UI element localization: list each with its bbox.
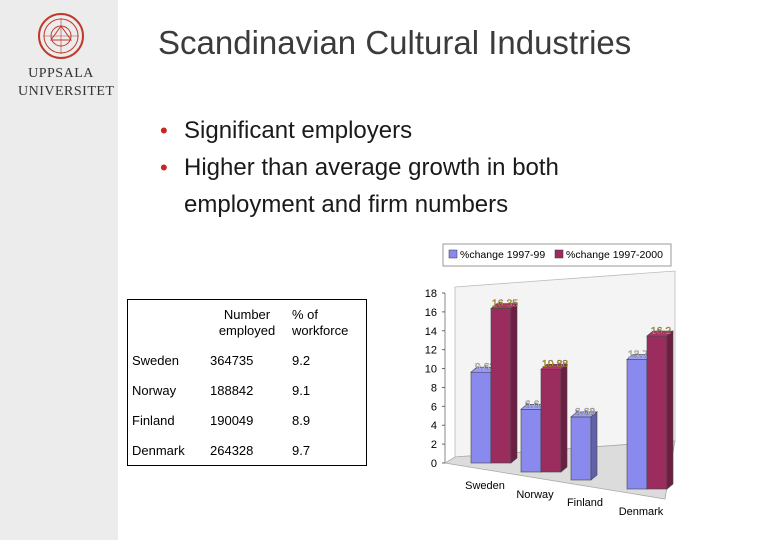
x-category-label: Sweden — [465, 480, 505, 492]
bullet-item: Higher than average growth in both emplo… — [160, 149, 680, 223]
table-cell: 364735 — [210, 352, 254, 368]
y-tick-label: 14 — [425, 326, 437, 338]
y-tick-label: 10 — [425, 364, 437, 376]
table-row: Sweden 364735 9.2 — [128, 345, 367, 375]
bar-data-label: 9.62 — [475, 361, 496, 373]
bar-data-label: 10.88 — [542, 358, 568, 370]
table-row: Denmark 264328 9.7 — [128, 435, 367, 466]
bar — [490, 302, 518, 464]
y-tick-label: 6 — [431, 401, 437, 413]
x-category-label: Finland — [567, 497, 603, 509]
table-header-cell: Number employed — [218, 306, 276, 338]
bar-front — [626, 359, 648, 490]
bar-side — [510, 302, 518, 464]
y-tick-label: 0 — [431, 458, 437, 470]
x-category-label: Denmark — [619, 506, 664, 518]
table-header-cell: % of workforce — [292, 306, 349, 338]
bar-data-label: 6.64 — [525, 398, 546, 410]
logo-line-2: UNIVERSITET — [18, 84, 115, 99]
y-tick-label: 16 — [425, 307, 437, 319]
y-tick-label: 12 — [425, 345, 437, 357]
table-cell: 188842 — [210, 382, 254, 398]
bar-front — [520, 408, 542, 473]
bar-front — [470, 371, 492, 464]
y-tick-label: 18 — [425, 288, 437, 300]
logo-line-1: UPPSALA — [28, 66, 94, 81]
university-logo: UPPSALA UNIVERSITET — [18, 12, 115, 101]
table-cell: 190049 — [210, 412, 254, 428]
sidebar-panel — [0, 0, 118, 540]
y-tick-label: 2 — [431, 439, 437, 451]
bar-front — [540, 368, 562, 473]
bar-side — [666, 330, 674, 490]
table-cell: Denmark — [132, 442, 185, 458]
seal-icon — [38, 13, 84, 59]
bar — [570, 411, 598, 481]
bar-top — [646, 330, 674, 337]
bar-data-label: 16.35 — [492, 298, 518, 310]
table-row: Norway 188842 9.1 — [128, 375, 367, 405]
legend-swatch — [448, 249, 458, 259]
table-cell: 8.9 — [292, 412, 311, 428]
bar-side — [590, 411, 598, 481]
x-category-label: Norway — [516, 489, 554, 501]
table-header-cell — [128, 300, 207, 346]
employment-table: Number employed % of workforce Sweden 36… — [127, 299, 367, 466]
bullet-list: Significant employers Higher than averag… — [160, 112, 680, 223]
slide-title: Scandinavian Cultural Industries — [158, 24, 632, 61]
table-cell: 9.7 — [292, 442, 311, 458]
table-cell: 9.2 — [292, 352, 311, 368]
table-cell: Finland — [132, 412, 175, 428]
table-cell: 9.1 — [292, 382, 311, 398]
table-header-row: Number employed % of workforce — [128, 300, 367, 346]
table-row: Finland 190049 8.9 — [128, 405, 367, 435]
bar — [646, 330, 674, 490]
table-cell: Sweden — [132, 352, 179, 368]
bar — [540, 363, 568, 473]
y-tick-label: 8 — [431, 382, 437, 394]
table-cell: Norway — [132, 382, 177, 398]
bar-top — [540, 363, 568, 370]
legend-label: %change 1997-2000 — [566, 249, 663, 261]
bar-front — [570, 416, 592, 481]
y-tick-label: 4 — [431, 420, 437, 432]
legend-label: %change 1997-99 — [460, 249, 545, 261]
table-cell: 264328 — [210, 442, 254, 458]
growth-bar-chart: %change 1997-99 %change 1997-2000 0 2 4 6 8 10 1… — [425, 243, 676, 518]
legend-swatch — [554, 249, 564, 259]
bar-front — [490, 308, 512, 464]
bullet-item: Significant employers — [160, 112, 680, 149]
bar-top — [490, 303, 518, 309]
bar-data-label: 16.2 — [651, 325, 672, 337]
bar-side — [560, 363, 568, 473]
bar-top — [570, 411, 598, 418]
bar-front — [646, 335, 668, 490]
bar-data-label: 6.68 — [575, 406, 596, 418]
